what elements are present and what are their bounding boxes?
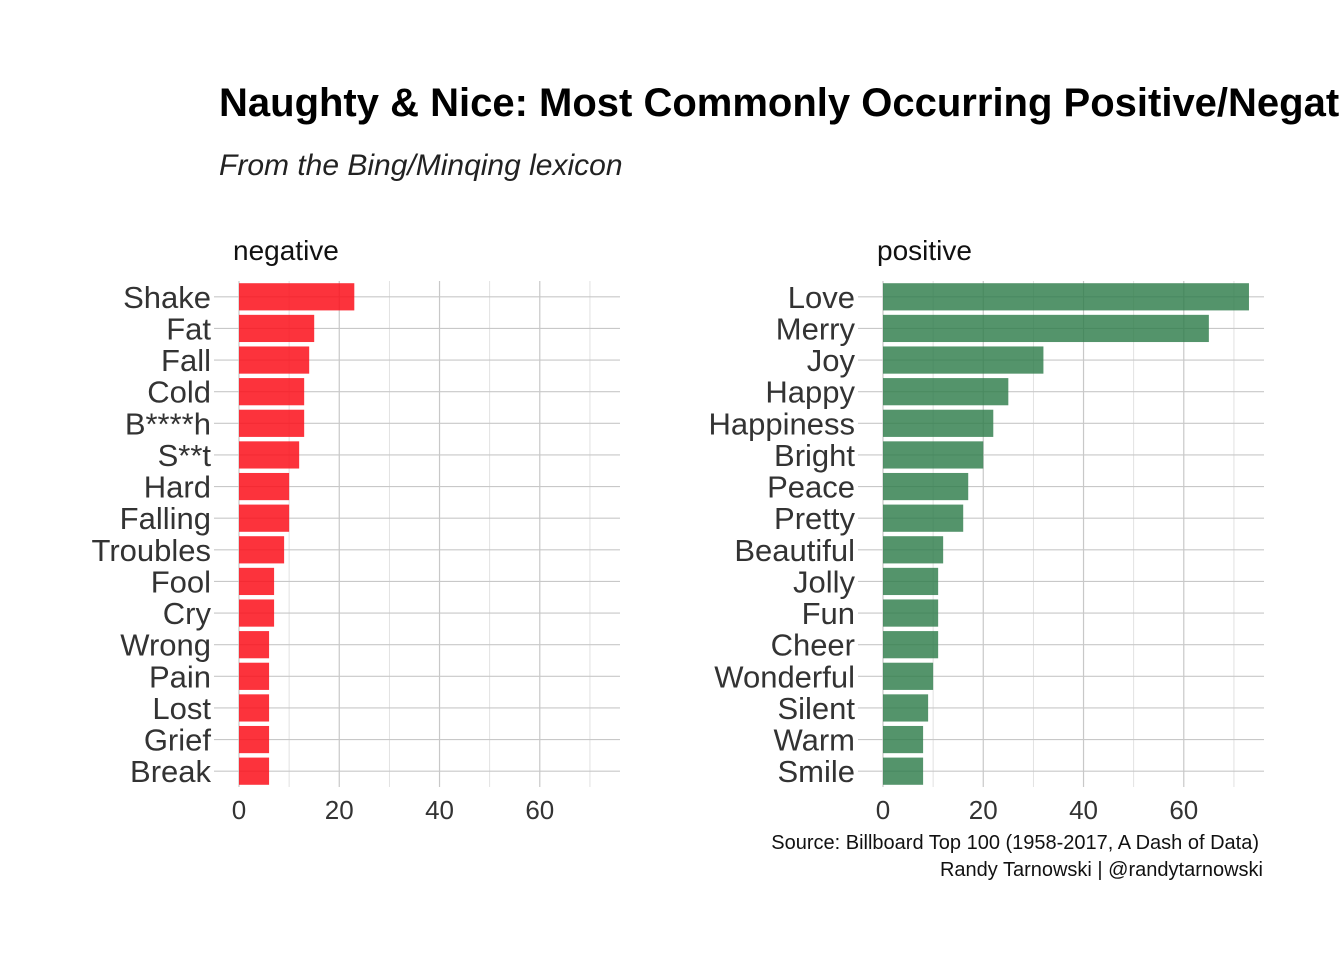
category-label: Merry bbox=[776, 311, 856, 346]
bar-silent bbox=[883, 694, 929, 722]
category-label: Wonderful bbox=[714, 659, 855, 694]
bar-smile bbox=[883, 757, 924, 785]
panel-negative: negative ShakeFatFallColdB****hS**tHardFa… bbox=[92, 235, 620, 825]
x-tick-label: 40 bbox=[1069, 795, 1098, 825]
x-tick-label: 40 bbox=[425, 795, 454, 825]
category-label: Break bbox=[130, 754, 211, 789]
category-label: Pretty bbox=[774, 501, 855, 536]
category-label: Cheer bbox=[771, 628, 855, 663]
bar-happy bbox=[883, 378, 1009, 406]
category-label: Troubles bbox=[92, 533, 211, 568]
category-label: Silent bbox=[777, 691, 855, 726]
category-label: Happiness bbox=[709, 406, 855, 441]
bar-fun bbox=[883, 599, 939, 627]
facet-label: negative bbox=[233, 235, 339, 266]
category-label: Cold bbox=[147, 375, 211, 410]
x-tick-label: 0 bbox=[876, 795, 890, 825]
x-tick-label: 60 bbox=[525, 795, 554, 825]
category-label: Fool bbox=[151, 564, 211, 599]
x-tick-label: 20 bbox=[969, 795, 998, 825]
bar-pretty bbox=[883, 504, 964, 532]
category-label: Hard bbox=[144, 470, 211, 505]
category-label: Beautiful bbox=[734, 533, 855, 568]
bar-bright bbox=[883, 441, 984, 469]
category-label: Shake bbox=[123, 280, 211, 315]
category-label: Warm bbox=[774, 723, 856, 758]
category-label: Fun bbox=[802, 596, 855, 631]
bar-s-t bbox=[239, 441, 300, 469]
bar-hard bbox=[239, 472, 290, 501]
bar-merry bbox=[883, 314, 1209, 343]
category-label: Joy bbox=[807, 343, 856, 378]
facet-label: positive bbox=[877, 235, 972, 266]
category-label: Smile bbox=[777, 754, 855, 789]
caption-author: Randy Tarnowski | @randytarnowski bbox=[940, 859, 1263, 881]
bar-b-h bbox=[239, 409, 305, 437]
bar-joy bbox=[883, 346, 1044, 374]
bar-wonderful bbox=[883, 662, 934, 690]
bar-jolly bbox=[883, 567, 939, 596]
category-label: Grief bbox=[144, 723, 212, 758]
category-label: Cry bbox=[163, 596, 212, 631]
bar-cheer bbox=[883, 631, 939, 659]
bar-cold bbox=[239, 378, 305, 406]
category-label: B****h bbox=[125, 406, 211, 441]
category-label: Fall bbox=[161, 343, 211, 378]
bar-falling bbox=[239, 504, 290, 532]
category-label: Peace bbox=[767, 470, 855, 505]
category-label: Jolly bbox=[793, 564, 856, 599]
bar-lost bbox=[239, 694, 270, 722]
category-label: Wrong bbox=[120, 628, 211, 663]
bar-beautiful bbox=[883, 536, 944, 564]
bar-fall bbox=[239, 346, 310, 374]
chart-subtitle: From the Bing/Minqing lexicon bbox=[219, 149, 623, 182]
bar-wrong bbox=[239, 631, 270, 659]
category-label: S**t bbox=[158, 438, 212, 473]
category-label: Happy bbox=[765, 375, 855, 410]
category-label: Love bbox=[788, 280, 855, 315]
bar-love bbox=[883, 283, 1249, 311]
category-label: Fat bbox=[166, 311, 211, 346]
bar-shake bbox=[239, 283, 355, 311]
chart-title: Naughty & Nice: Most Commonly Occurring … bbox=[219, 81, 1339, 125]
category-label: Falling bbox=[120, 501, 211, 536]
bar-grief bbox=[239, 725, 270, 754]
category-label: Lost bbox=[152, 691, 211, 726]
caption-source: Source: Billboard Top 100 (1958-2017, A … bbox=[771, 832, 1259, 854]
x-tick-label: 60 bbox=[1169, 795, 1198, 825]
bar-fool bbox=[239, 567, 275, 596]
x-tick-label: 0 bbox=[232, 795, 246, 825]
category-label: Pain bbox=[149, 659, 211, 694]
bar-peace bbox=[883, 472, 969, 501]
panel-positive: positive LoveMerryJoyHappyHappinessBright… bbox=[709, 235, 1264, 825]
bar-break bbox=[239, 757, 270, 785]
bar-warm bbox=[883, 725, 924, 754]
bar-cry bbox=[239, 599, 275, 627]
bar-happiness bbox=[883, 409, 994, 437]
bar-fat bbox=[239, 314, 315, 343]
category-label: Bright bbox=[774, 438, 855, 473]
x-tick-label: 20 bbox=[325, 795, 354, 825]
bar-pain bbox=[239, 662, 270, 690]
bar-troubles bbox=[239, 536, 285, 564]
